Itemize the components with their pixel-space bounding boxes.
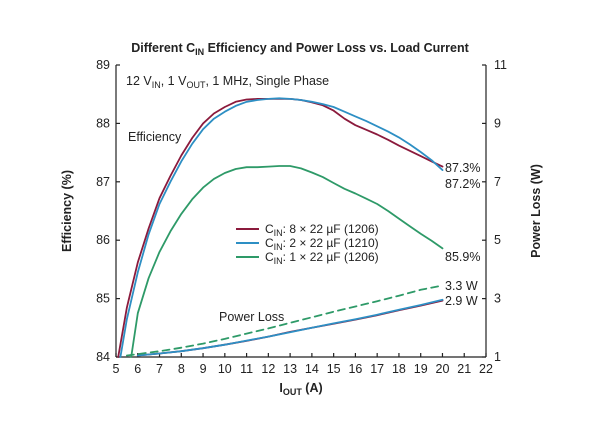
legend-label-1x22: CIN: 1 × 22 µF (1206)	[265, 250, 379, 266]
chart-title: Different CIN Efficiency and Power Loss …	[131, 41, 469, 57]
x-tick-label: 5	[113, 362, 120, 376]
axis-ticks: 5 6 7 8 9 10 11 12 13 14 15 16 17 18 19 20 21 22848586878…	[96, 58, 507, 376]
chart-title-rest: Efficiency and Power Loss vs. Load Curre…	[204, 41, 469, 55]
cond-part-2: , 1 V	[161, 74, 187, 88]
efficiency-annotation: Efficiency	[128, 130, 182, 144]
y-right-tick-label: 7	[494, 175, 501, 189]
y-left-tick-label: 86	[96, 233, 110, 247]
legend-label-2x22: CIN: 2 × 22 µF (1210)	[265, 236, 379, 252]
series-eff-2x22	[119, 97, 444, 358]
y-right-tick-label: 5	[494, 233, 501, 247]
x-axis-label-main: I	[279, 381, 282, 395]
x-tick-label: 9	[200, 362, 207, 376]
x-tick-label: 15	[327, 362, 341, 376]
x-tick-label: 14	[305, 362, 319, 376]
legend: CIN: 8 × 22 µF (1206) CIN: 2 × 22 µF (12…	[236, 222, 379, 266]
x-tick-label: 16	[348, 362, 362, 376]
x-tick-label: 6	[134, 362, 141, 376]
end-label-eff-8x22: 87.3%	[445, 161, 480, 175]
y-right-tick-label: 3	[494, 292, 501, 306]
x-tick-label: 21	[457, 362, 471, 376]
y-right-tick-label: 9	[494, 116, 501, 130]
end-label-eff-2x22: 87.2%	[445, 177, 480, 191]
x-tick-label: 8	[178, 362, 185, 376]
chart-title-sub: IN	[195, 47, 204, 57]
cond-part-0: 12 V	[126, 74, 152, 88]
end-label-loss-1x22: 3.3 W	[445, 279, 478, 293]
x-axis-label-sub: OUT	[283, 387, 303, 397]
legend-item-2x22: CIN: 2 × 22 µF (1210)	[236, 236, 379, 252]
series-layer	[117, 97, 444, 358]
end-label-eff-1x22: 85.9%	[445, 250, 480, 264]
y-right-tick-label: 11	[494, 58, 507, 72]
series-loss-1x22	[126, 284, 444, 357]
chart-title-main: Different C	[131, 41, 195, 55]
x-axis-label: IOUT (A)	[279, 381, 322, 397]
cond-part-3: OUT	[186, 80, 206, 90]
y-left-tick-label: 89	[96, 58, 110, 72]
series-loss-8x22	[136, 299, 444, 357]
x-tick-label: 19	[414, 362, 428, 376]
conditions-annotation: 12 VIN, 1 VOUT, 1 MHz, Single Phase	[126, 74, 329, 90]
y-left-tick-label: 84	[96, 350, 110, 364]
x-tick-label: 20	[436, 362, 450, 376]
y-left-tick-label: 85	[96, 292, 110, 306]
x-tick-label: 18	[392, 362, 406, 376]
series-eff-1x22	[130, 165, 444, 358]
legend-item-1x22: CIN: 1 × 22 µF (1206)	[236, 250, 379, 266]
x-tick-label: 10	[218, 362, 232, 376]
series-loss-2x22	[136, 298, 444, 357]
x-tick-label: 11	[240, 362, 253, 376]
x-tick-label: 22	[479, 362, 493, 376]
end-label-loss-8x2x: 2.9 W	[445, 294, 478, 308]
x-tick-label: 17	[370, 362, 384, 376]
legend-item-8x22: CIN: 8 × 22 µF (1206)	[236, 222, 379, 238]
legend-label-8x22: CIN: 8 × 22 µF (1206)	[265, 222, 379, 238]
plot-frame	[115, 65, 487, 358]
x-tick-label: 7	[156, 362, 163, 376]
x-tick-label: 13	[283, 362, 297, 376]
x-tick-label: 12	[261, 362, 275, 376]
power-loss-annotation: Power Loss	[219, 310, 284, 324]
y-left-tick-label: 88	[96, 116, 110, 130]
y-left-tick-label: 87	[96, 175, 110, 189]
x-axis-label-rest: (A)	[302, 381, 323, 395]
y-right-tick-label: 1	[494, 350, 501, 364]
y-left-axis-label: Efficiency (%)	[60, 170, 74, 252]
cond-part-4: , 1 MHz, Single Phase	[205, 74, 329, 88]
y-right-axis-label: Power Loss (W)	[529, 164, 543, 258]
cond-part-1: IN	[152, 80, 161, 90]
